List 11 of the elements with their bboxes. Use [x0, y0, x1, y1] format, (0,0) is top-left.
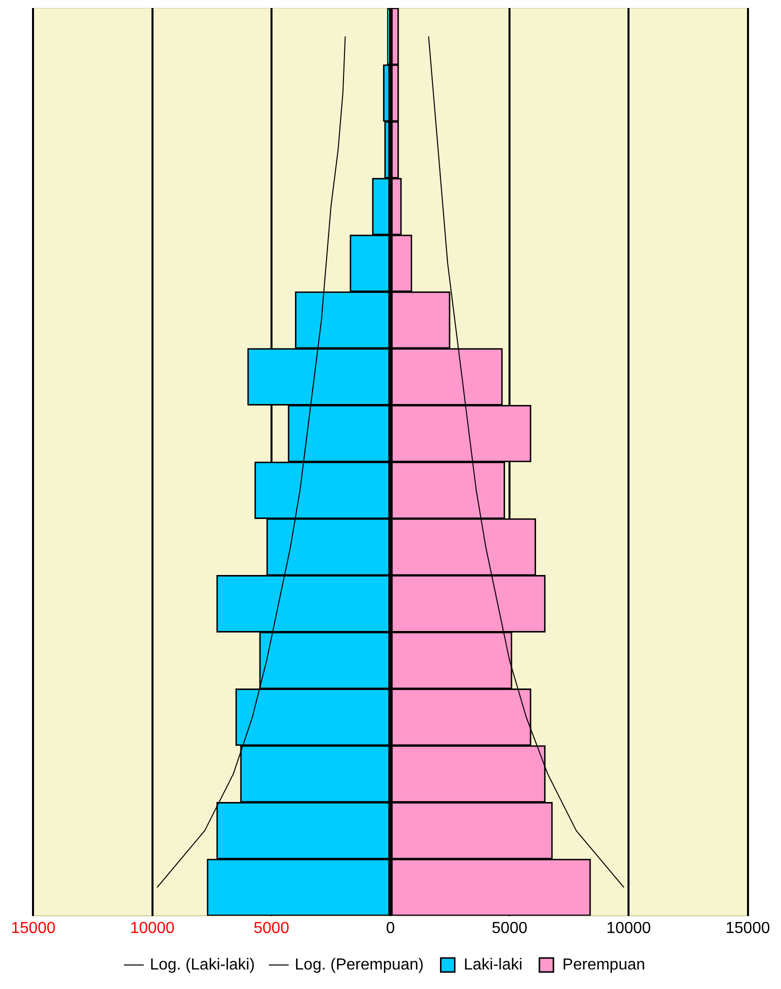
- x-tick-label: 15000: [10, 920, 56, 937]
- legend-label: Perempuan: [562, 956, 646, 974]
- legend-label: Log. (Perempuan): [294, 956, 424, 974]
- legend-label: Log. (Laki-laki): [150, 956, 255, 974]
- x-tick-label: 0: [386, 920, 396, 937]
- x-tick-label: 15000: [726, 920, 770, 937]
- x-tick-label: 5000: [492, 920, 528, 937]
- x-tick-label: 10000: [606, 920, 652, 937]
- x-tick-label: 5000: [254, 920, 290, 937]
- x-tick-label: 10000: [130, 920, 175, 937]
- legend-label: Laki-laki: [464, 956, 522, 974]
